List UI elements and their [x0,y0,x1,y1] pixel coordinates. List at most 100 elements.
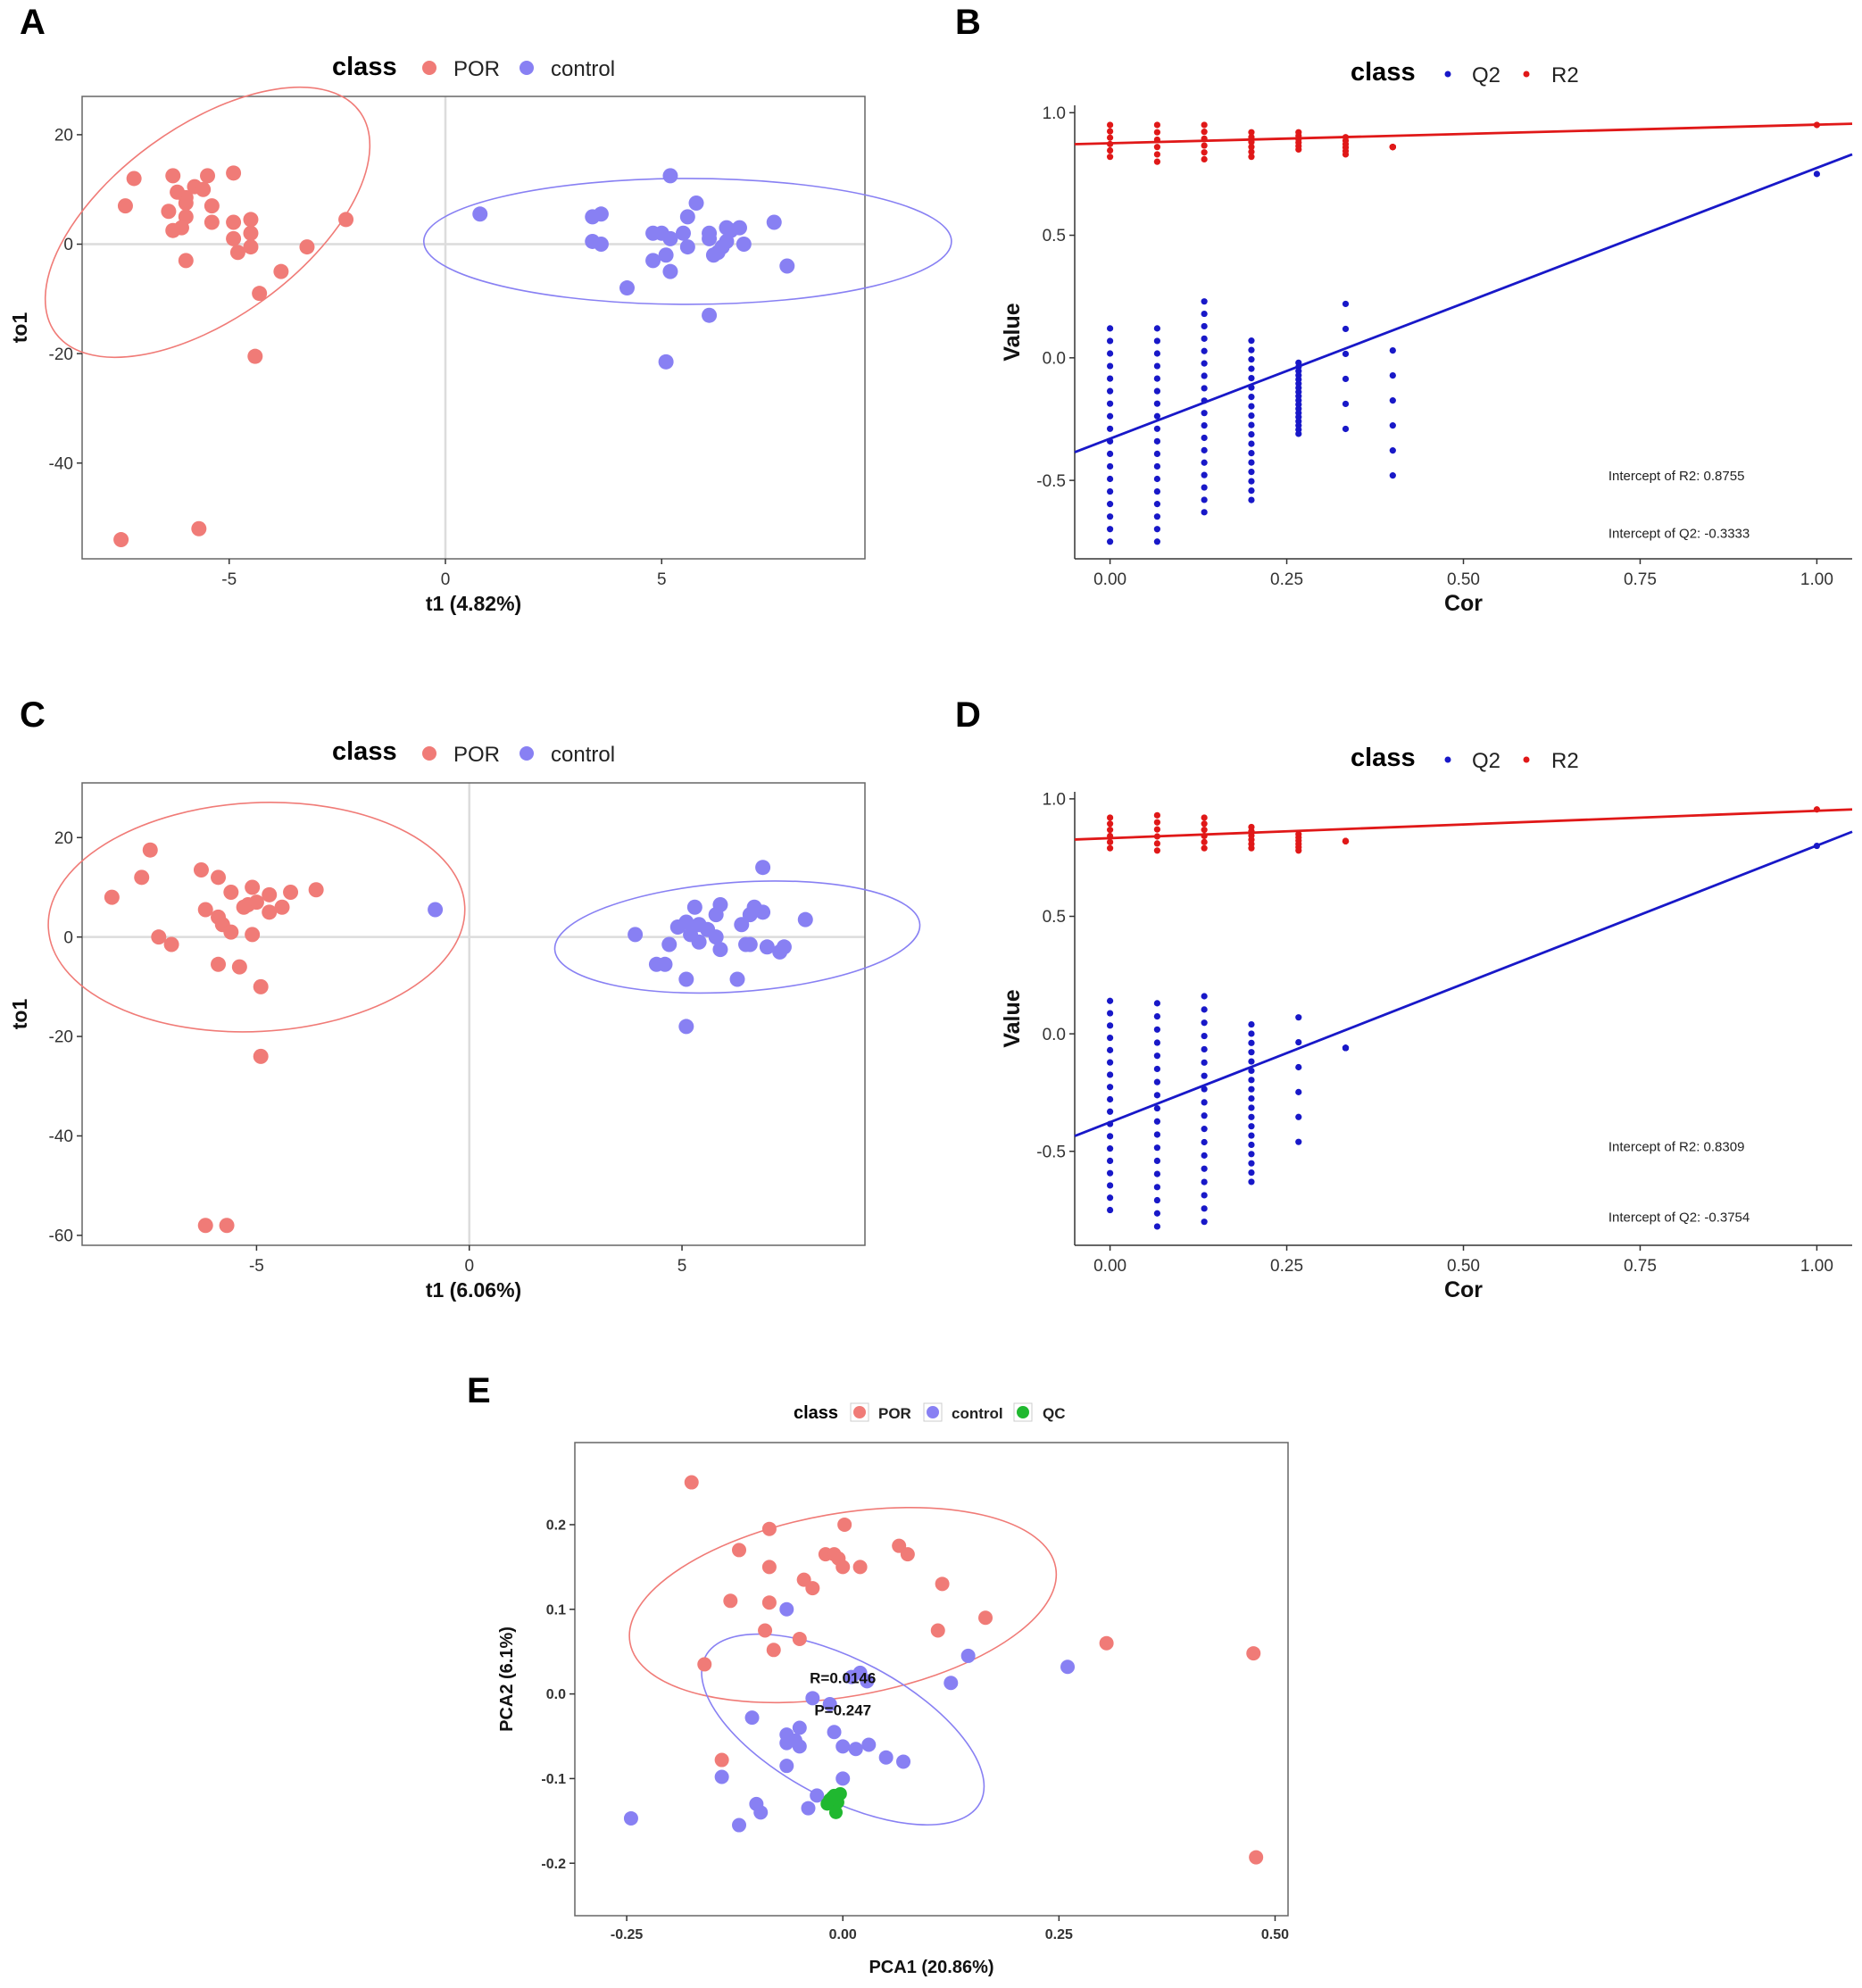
legend-b-q2-marker [1444,71,1451,78]
panel-d-q2-point [1153,1052,1161,1060]
panel-e-x-tick-label: 0.25 [1045,1927,1073,1942]
panel-d-q2-point [1106,1194,1114,1202]
panel-c-por-point [223,885,239,901]
panel-b-q2-point [1201,385,1208,392]
panel-b-r2-point [1295,129,1302,136]
panel-a-y-axis-title: to1 [8,312,31,344]
panel-b-q2-point [1153,362,1161,370]
panel-b-y-tick-label: 0.0 [1043,349,1066,368]
panel-e-control-point [835,1739,851,1754]
panel-a-por-point [200,168,216,184]
panel-e-annotation-r: R=0.0146 [810,1669,876,1686]
panel-b-q2-point [1342,425,1350,433]
panel-d-y-tick-label: -0.5 [1036,1143,1066,1161]
panel-b-x-tick-label: 0.75 [1624,570,1657,589]
panel-d-q2-point [1201,1152,1208,1159]
panel-c-por-point [142,842,158,858]
panel-d-y-axis-title: Value [1000,989,1025,1047]
panel-d-r2-point [1342,837,1350,844]
panel-c-control-point [708,929,724,945]
legend-a-title: class [332,53,397,81]
panel-b-q2-point [1106,538,1114,545]
panel-a-y-tick-label: -40 [49,454,73,473]
panel-e-control-ellipse [701,1633,985,1826]
panel-e-por-point [761,1595,777,1610]
panel-b-r2-point [1153,121,1161,129]
panel-d-q2-point [1248,1113,1255,1120]
legend-e-por-marker [853,1406,866,1418]
legend-e: class POR control QC [794,1402,1066,1423]
panel-b-annotation-r2: Intercept of R2: 0.8755 [1608,469,1745,484]
panel-b-q2-point [1153,412,1161,420]
legend-e-por-label: POR [878,1405,911,1422]
panel-c-control-point [729,971,745,987]
panel-b-q2-point [1201,421,1208,429]
panel-b-r2-point [1201,121,1208,129]
panel-d-q2-point [1106,997,1114,1004]
panel-e-control-point [753,1805,769,1820]
panel-b-q2-point [1106,412,1114,420]
panel-b-q2-point [1201,322,1208,330]
panel-c-control-ellipse [553,880,921,994]
panel-c-por-point [151,929,167,945]
panel-a-control-point [658,247,674,263]
panel-c-por-point [262,904,278,920]
panel-b-q2-point [1248,394,1255,401]
panel-b-r2-point [1153,129,1161,136]
panel-d-q2-point [1201,1059,1208,1066]
panel-c-por-point [163,936,179,952]
legend-b-q2-label: Q2 [1472,63,1500,87]
panel-e-por-point [792,1631,807,1646]
panel-e-control-point [1060,1659,1076,1675]
panel-d-q2-point [1153,1039,1161,1046]
panel-c-control-point [661,936,677,952]
panel-e-por-point [684,1475,699,1490]
panel-d-q2-point [1153,1210,1161,1217]
panel-c-control-point [797,911,813,927]
panel-a-control-point [658,354,674,370]
panel-c-por-point [134,869,150,886]
panel-a-por-point [243,225,259,241]
panel-c-y-tick-label: -20 [49,1028,73,1047]
panel-a-control-point [702,230,718,246]
panel-label-b: B [955,3,981,42]
panel-a-control-point [645,253,661,269]
panel-d-r2-point [1106,844,1114,852]
legend-b-r2-label: R2 [1551,63,1579,87]
panel-c-control-point [657,956,673,972]
panel-d-q2-point [1106,1071,1114,1078]
panel-b-q2-point [1248,431,1255,438]
panel-d-q2-point [1201,1032,1208,1040]
legend-e-qc-label: QC [1043,1405,1066,1422]
panel-a-frame [81,96,866,560]
panel-a-control-point [719,220,735,236]
panel-b-r2-point [1248,144,1255,151]
panel-d-r2-point [1201,827,1208,834]
panel-d-y-tick-label: 0.0 [1043,1026,1066,1044]
panel-d-q2-point [1248,1151,1255,1158]
panel-b-x-tick-label: 0.50 [1447,570,1480,589]
panel-b-q2-point [1248,384,1255,391]
panel-a-por-point [338,212,354,228]
panel-b-q2-point [1342,375,1350,383]
panel-c-control-point [755,860,771,876]
panel-b-q2-point [1201,372,1208,379]
panel-a-por-point [229,245,245,261]
panel-a-por-point [226,214,242,230]
panel-d-q2-point [1248,1104,1255,1111]
panel-a-por-point [161,204,177,220]
panel-a-por-ellipse [44,86,371,359]
panel-a-control-point [619,280,636,296]
panel-d-q2-point [1813,842,1821,850]
panel-c-chart: -5 0 5 20 0 -20 -40 -60 t1 (6.06%) to1 [8,782,921,1302]
panel-c-control-point [691,934,707,950]
panel-e-por-point [805,1581,820,1596]
panel-c-frame [81,782,866,1246]
panel-a-por-point [117,198,133,214]
panel-d-annotation-q2: Intercept of Q2: -0.3754 [1608,1210,1750,1226]
panel-b-q2-point [1106,325,1114,332]
panel-d-q2-point [1153,1196,1161,1204]
panel-b-x-tick-label: 1.00 [1800,570,1833,589]
panel-b-q2-point [1201,310,1208,318]
